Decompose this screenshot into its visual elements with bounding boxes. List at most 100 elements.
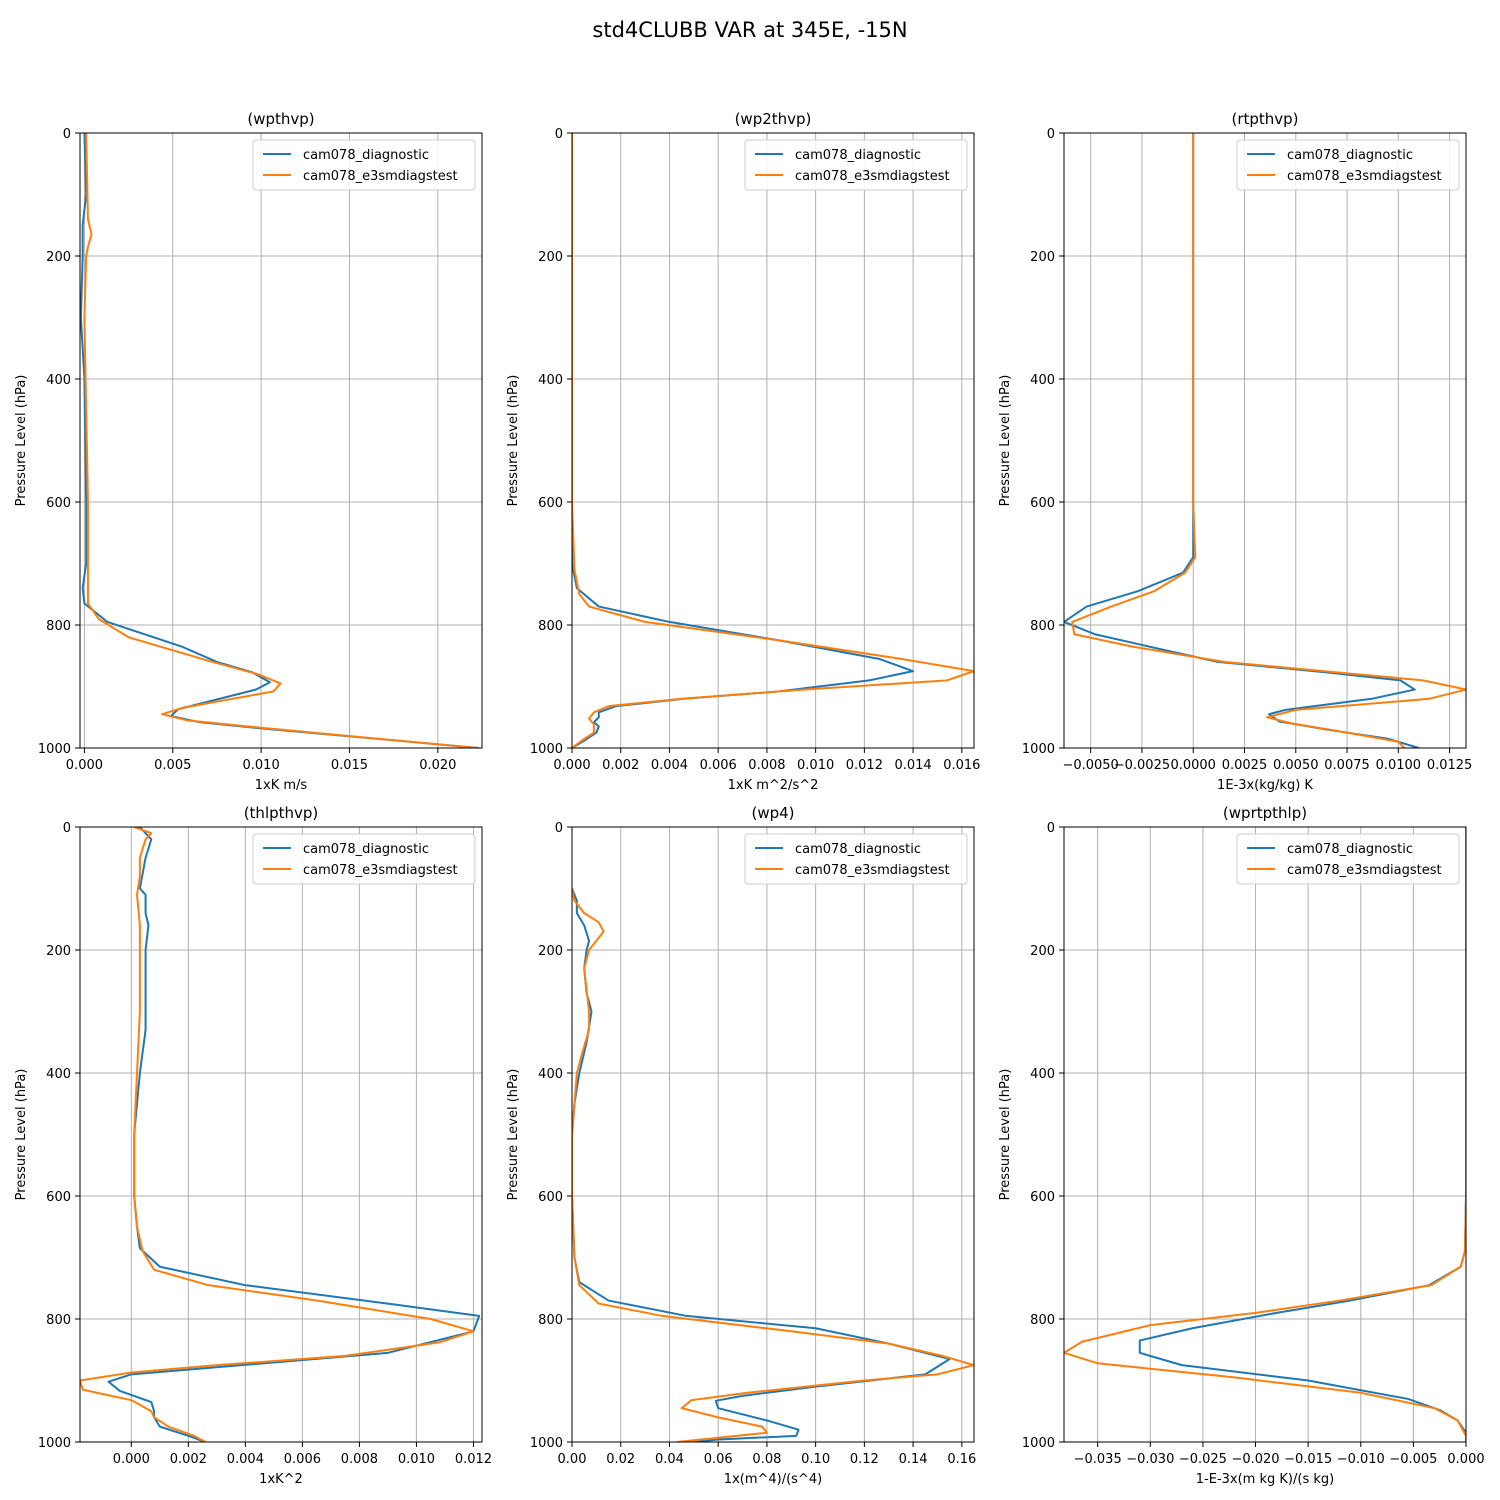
y-tick-label: 200 [538, 250, 563, 265]
x-tick-label: 0.010 [797, 758, 834, 773]
x-tick-label: 0.04 [655, 1452, 684, 1467]
x-tick-label: 0.014 [894, 758, 931, 773]
figure-title: std4CLUBB VAR at 345E, -15N [592, 18, 907, 42]
x-tick-label: 0.08 [752, 1452, 781, 1467]
panel-4: 0.000 0.002 0.004 0.006 0.008 0.010 0.012 0 200 4… [14, 804, 492, 1487]
x-tick-label: 0.0025 [1222, 758, 1268, 773]
series-line-2 [1064, 827, 1466, 1442]
y-tick-label: 400 [1030, 1067, 1055, 1082]
x-tick-label: 0.000 [66, 758, 103, 773]
y-tick-label: 0 [555, 127, 563, 142]
x-tick-label: 0.005 [154, 758, 191, 773]
x-tick-label: 0.000 [553, 758, 590, 773]
y-tick-label: 800 [1030, 1313, 1055, 1328]
panel-6: −0.035 −0.030 −0.025 −0.020 −0.015 −0.010 −0.0… [998, 804, 1485, 1487]
legend-box [744, 833, 968, 885]
series-line-2 [572, 888, 974, 1442]
series-line-1 [572, 133, 915, 748]
x-tick-label: 0.00 [558, 1452, 587, 1467]
y-tick-label: 800 [46, 1313, 71, 1328]
x-tick-label: −0.010 [1337, 1452, 1385, 1467]
x-tick-label: −0.015 [1284, 1452, 1332, 1467]
x-axis-label: 1-E-3x(m kg K)/(s kg) [1196, 1472, 1334, 1487]
x-axis-label: 1x(m^4)/(s^4) [724, 1472, 822, 1487]
legend-label-1: cam078_diagnostic [1287, 148, 1413, 163]
legend-label-2: cam078_e3smdiagstest [795, 863, 950, 878]
y-tick-label: 0 [1047, 127, 1055, 142]
x-tick-label: 0.008 [748, 758, 785, 773]
x-tick-label: 0.02 [606, 1452, 635, 1467]
legend-label-2: cam078_e3smdiagstest [1287, 863, 1442, 878]
y-tick-label: 800 [46, 619, 71, 634]
y-tick-label: 400 [1030, 373, 1055, 388]
x-tick-label: 0.020 [419, 758, 456, 773]
x-tick-label: 0.0100 [1376, 758, 1422, 773]
y-tick-label: 600 [46, 1190, 71, 1205]
panel-title: (wprtpthlp) [1223, 804, 1307, 822]
x-tick-label: 0.010 [243, 758, 280, 773]
y-tick-label: 400 [538, 1067, 563, 1082]
legend: cam078_diagnostic cam078_e3smdiagstest [744, 833, 968, 885]
series-line-2 [83, 133, 477, 748]
panel-5: 0.00 0.02 0.04 0.06 0.08 0.10 0.12 0.14 0.16 0 200… [506, 804, 976, 1487]
y-tick-label: 400 [46, 1067, 71, 1082]
legend-label-1: cam078_diagnostic [1287, 842, 1413, 857]
x-tick-label: 0.14 [899, 1452, 928, 1467]
y-tick-label: 600 [46, 496, 71, 511]
panel-title: (thlpthvp) [244, 804, 319, 822]
x-tick-label: 0.008 [341, 1452, 378, 1467]
y-tick-label: 1000 [530, 1436, 563, 1451]
panel-title: (rtpthvp) [1231, 110, 1298, 128]
x-tick-label: 0.010 [398, 1452, 435, 1467]
y-tick-label: 0 [63, 127, 71, 142]
x-tick-label: −0.0025 [1114, 758, 1170, 773]
panel-title: (wp4) [751, 804, 794, 822]
panel-title: (wp2thvp) [735, 110, 812, 128]
y-tick-label: 600 [538, 496, 563, 511]
x-tick-label: 0.000 [1447, 1452, 1484, 1467]
y-tick-label: 600 [1030, 496, 1055, 511]
x-tick-label: 0.002 [602, 758, 639, 773]
y-tick-label: 200 [1030, 250, 1055, 265]
y-tick-label: 1000 [38, 1436, 71, 1451]
y-tick-label: 800 [538, 619, 563, 634]
series-line-1 [107, 827, 481, 1442]
legend: cam078_diagnostic cam078_e3smdiagstest [252, 833, 476, 885]
x-tick-label: 0.12 [850, 1452, 879, 1467]
x-tick-label: 0.000 [113, 1452, 150, 1467]
y-axis-label: Pressure Level (hPa) [506, 375, 521, 507]
x-tick-label: 0.006 [284, 1452, 321, 1467]
x-tick-label: 0.015 [331, 758, 368, 773]
series-line-2 [1071, 133, 1466, 748]
x-axis-label: 1xK m^2/s^2 [728, 778, 819, 793]
legend-label-1: cam078_diagnostic [795, 148, 921, 163]
legend-box [252, 833, 476, 885]
y-tick-label: 800 [1030, 619, 1055, 634]
y-tick-label: 1000 [38, 742, 71, 757]
y-tick-label: 400 [46, 373, 71, 388]
panel-2: 0.000 0.002 0.004 0.006 0.008 0.010 0.012 0.014… [506, 110, 980, 793]
plot-frame [1063, 826, 1467, 1443]
legend-label-1: cam078_diagnostic [303, 842, 429, 857]
x-tick-label: 0.0000 [1170, 758, 1216, 773]
y-tick-label: 200 [46, 944, 71, 959]
plot-frame [571, 826, 975, 1443]
x-tick-label: 0.012 [455, 1452, 492, 1467]
legend: cam078_diagnostic cam078_e3smdiagstest [1236, 139, 1460, 191]
y-tick-label: 0 [555, 821, 563, 836]
y-axis-label: Pressure Level (hPa) [998, 1069, 1013, 1201]
y-tick-label: 200 [1030, 944, 1055, 959]
y-tick-label: 400 [538, 373, 563, 388]
plot-frame [571, 132, 975, 749]
x-tick-label: 0.0050 [1273, 758, 1319, 773]
x-axis-label: 1xK^2 [259, 1472, 303, 1487]
y-axis-label: Pressure Level (hPa) [998, 375, 1013, 507]
y-tick-label: 0 [1047, 821, 1055, 836]
legend-box [744, 139, 968, 191]
y-axis-label: Pressure Level (hPa) [506, 1069, 521, 1201]
plot-frame [79, 132, 483, 749]
legend-label-2: cam078_e3smdiagstest [795, 169, 950, 184]
x-tick-label: −0.030 [1126, 1452, 1174, 1467]
x-axis-label: 1xK m/s [255, 778, 308, 793]
plot-frame [79, 826, 483, 1443]
